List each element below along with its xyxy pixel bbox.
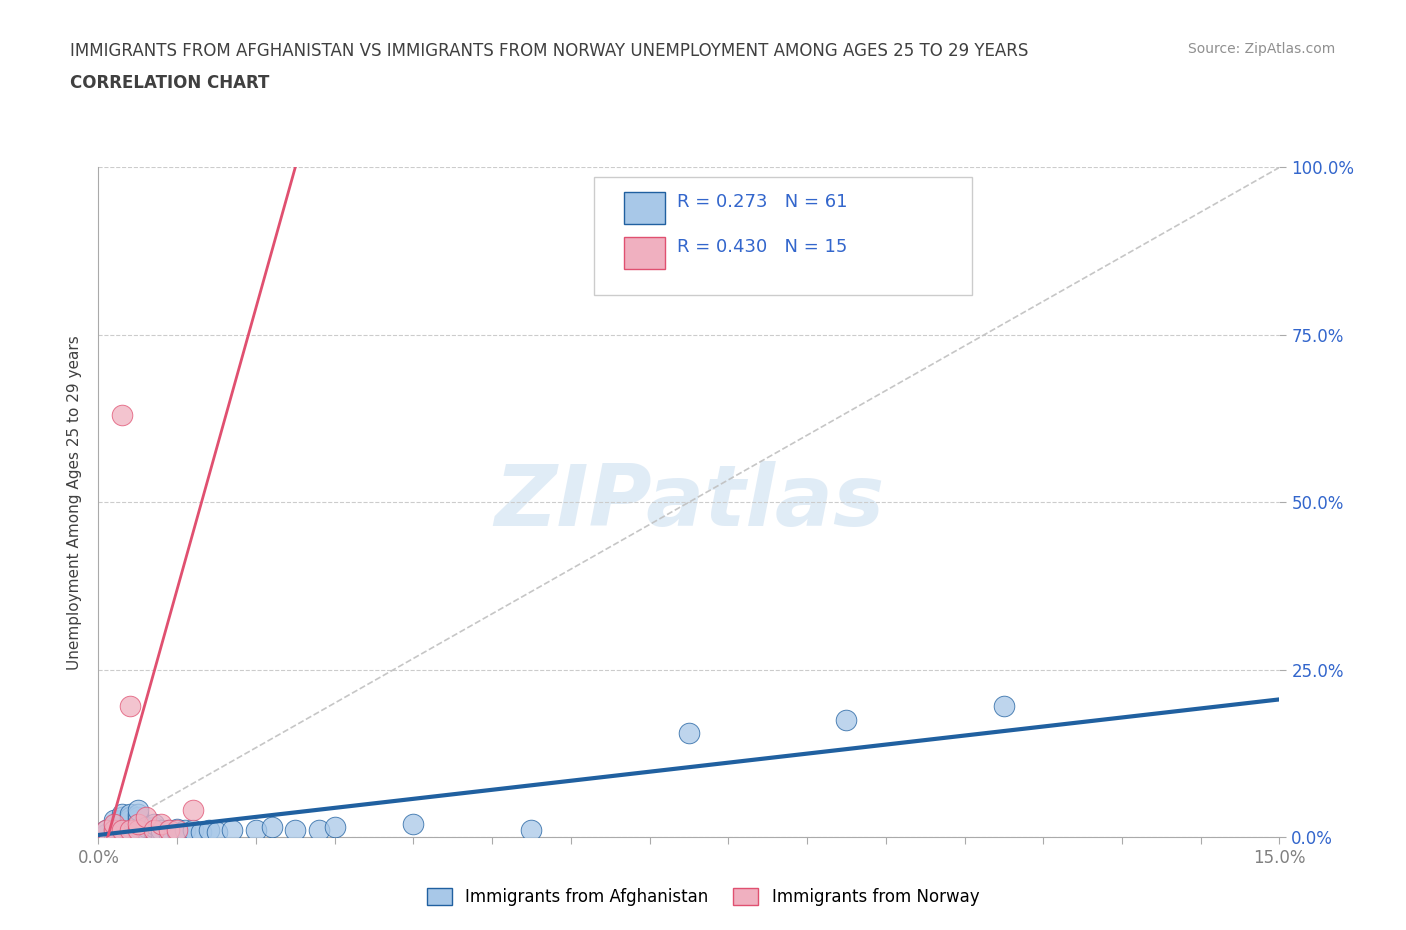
Point <box>103 817 125 831</box>
Point <box>245 823 267 838</box>
Y-axis label: Unemployment Among Ages 25 to 29 years: Unemployment Among Ages 25 to 29 years <box>67 335 83 670</box>
Text: ZIPatlas: ZIPatlas <box>494 460 884 544</box>
Point <box>127 806 149 821</box>
Point <box>111 821 134 836</box>
Point <box>142 823 165 838</box>
Point <box>127 813 149 828</box>
Point <box>103 823 125 838</box>
Point <box>111 823 134 838</box>
Point <box>142 817 165 831</box>
Point <box>118 819 141 834</box>
Point <box>103 813 125 828</box>
Point <box>127 803 149 817</box>
Point <box>127 809 149 824</box>
Point <box>103 817 125 831</box>
Point <box>142 819 165 834</box>
Point <box>205 824 228 839</box>
Point <box>135 823 157 838</box>
Point <box>142 826 165 841</box>
Text: IMMIGRANTS FROM AFGHANISTAN VS IMMIGRANTS FROM NORWAY UNEMPLOYMENT AMONG AGES 25: IMMIGRANTS FROM AFGHANISTAN VS IMMIGRANT… <box>70 42 1029 60</box>
Point <box>678 725 700 740</box>
Point <box>111 824 134 839</box>
Point <box>157 823 180 838</box>
Point <box>166 821 188 836</box>
Text: R = 0.430   N = 15: R = 0.430 N = 15 <box>678 238 848 256</box>
FancyBboxPatch shape <box>624 237 665 269</box>
FancyBboxPatch shape <box>624 193 665 224</box>
Point <box>127 819 149 834</box>
Text: Source: ZipAtlas.com: Source: ZipAtlas.com <box>1188 42 1336 56</box>
Point <box>96 826 118 841</box>
Point <box>103 819 125 834</box>
Point <box>111 817 134 831</box>
Point <box>993 699 1015 714</box>
Point <box>127 826 149 841</box>
Point <box>150 826 173 841</box>
Point <box>835 712 858 727</box>
Point <box>127 817 149 831</box>
Point <box>221 823 243 838</box>
Point <box>111 826 134 841</box>
Point <box>111 819 134 834</box>
Point <box>308 823 330 838</box>
Point <box>111 823 134 838</box>
Point <box>118 823 141 838</box>
Point <box>118 823 141 838</box>
Point <box>135 809 157 824</box>
Point <box>111 806 134 821</box>
Legend: Immigrants from Afghanistan, Immigrants from Norway: Immigrants from Afghanistan, Immigrants … <box>420 881 986 912</box>
Point <box>103 826 125 841</box>
Point <box>157 826 180 841</box>
Point <box>157 823 180 838</box>
Text: CORRELATION CHART: CORRELATION CHART <box>70 74 270 92</box>
FancyBboxPatch shape <box>595 178 973 295</box>
Point <box>284 823 307 838</box>
Point <box>118 806 141 821</box>
Point <box>127 817 149 831</box>
Point <box>520 823 543 838</box>
Point <box>111 407 134 422</box>
Point <box>260 819 283 834</box>
Text: R = 0.273   N = 61: R = 0.273 N = 61 <box>678 193 848 211</box>
Point <box>142 823 165 838</box>
Point <box>190 824 212 839</box>
Point <box>96 823 118 838</box>
Point <box>118 813 141 828</box>
Point <box>181 803 204 817</box>
Point <box>118 809 141 824</box>
Point <box>127 823 149 838</box>
Point <box>118 826 141 841</box>
Point <box>118 817 141 831</box>
Point <box>323 819 346 834</box>
Point <box>135 819 157 834</box>
Point <box>127 823 149 838</box>
Point <box>111 817 134 832</box>
Point <box>181 823 204 838</box>
Point <box>402 817 425 831</box>
Point <box>135 826 157 841</box>
Point <box>111 813 134 828</box>
Point <box>118 699 141 714</box>
Point <box>174 823 197 838</box>
Point <box>197 823 219 838</box>
Point <box>166 823 188 838</box>
Point <box>96 823 118 838</box>
Point <box>150 817 173 831</box>
Point <box>150 823 173 838</box>
Point <box>166 824 188 839</box>
Point <box>103 823 125 838</box>
Point <box>111 809 134 824</box>
